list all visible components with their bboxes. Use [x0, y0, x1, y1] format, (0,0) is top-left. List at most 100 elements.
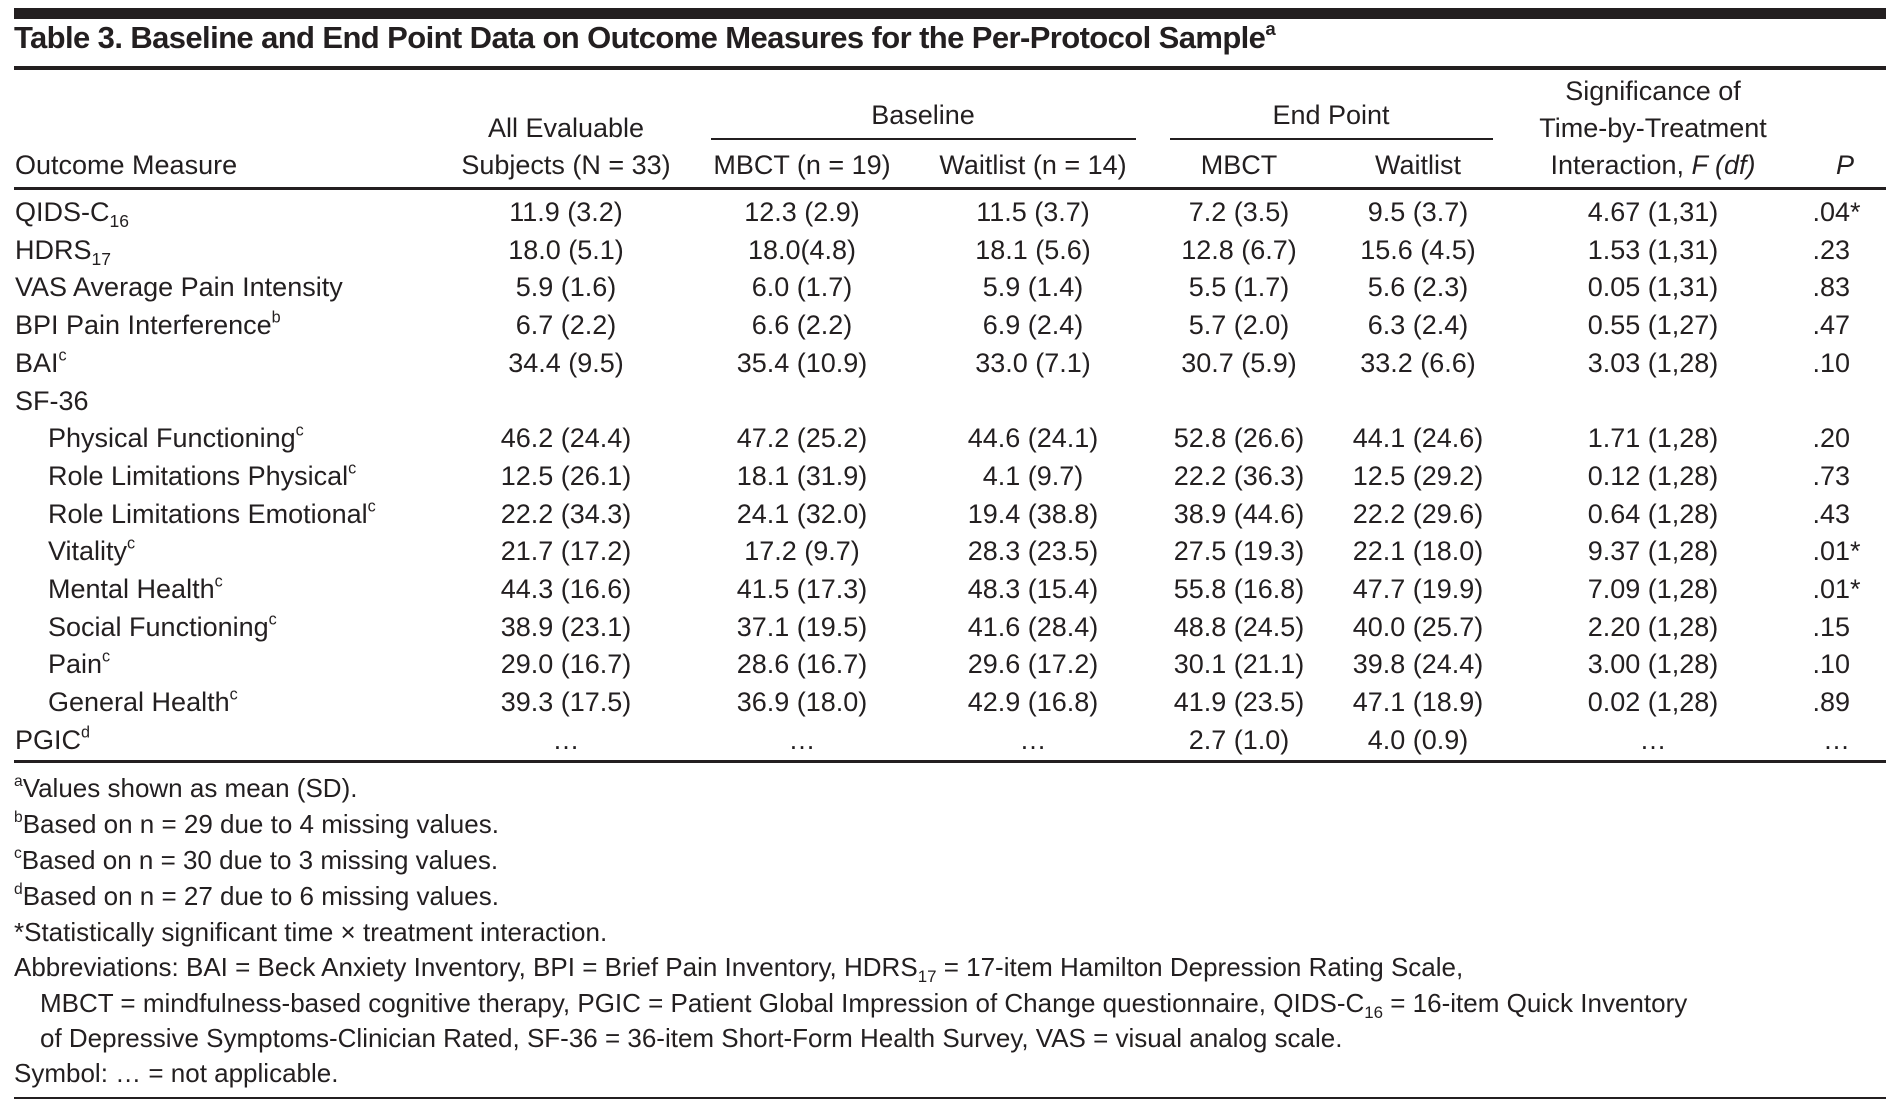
- row-label-text: Role Limitations Emotional: [48, 498, 368, 529]
- cell-interaction-f: 1.71 (1,28): [1587, 423, 1719, 454]
- p-value-text: …: [1823, 724, 1850, 755]
- cell-p-value: .04 *: [1812, 194, 1860, 231]
- cell-endpoint-waitlist: 33.2 (6.6): [1360, 347, 1476, 378]
- footnote-marker: d: [81, 723, 91, 742]
- cell-p-value: .89: [1812, 684, 1850, 721]
- footnote-a: aValues shown as mean (SD).: [14, 773, 358, 803]
- row-label: VAS Average Pain Intensity: [15, 269, 343, 306]
- p-value-text: .20: [1812, 423, 1850, 454]
- cell-endpoint-mbct: 12.8 (6.7): [1181, 234, 1297, 265]
- cell-all-subjects: 22.2 (34.3): [500, 498, 632, 529]
- cell-baseline-waitlist: 18.1 (5.6): [975, 234, 1091, 265]
- footnote-marker: c: [127, 534, 136, 553]
- cell-interaction-f: 3.03 (1,28): [1587, 347, 1719, 378]
- cell-baseline-waitlist: …: [1019, 724, 1047, 755]
- cell-interaction-f: 0.05 (1,31): [1587, 272, 1719, 303]
- row-label: Mental Healthc: [48, 571, 223, 608]
- header-endpoint-waitlist: Waitlist: [1375, 150, 1461, 180]
- cell-p-value: .10: [1812, 345, 1850, 382]
- cell-all-subjects: 29.0 (16.7): [500, 649, 632, 680]
- cell-p-value: .01 *: [1812, 533, 1860, 570]
- row-label-text: BAI: [15, 347, 59, 378]
- row-label-text: Mental Health: [48, 574, 215, 604]
- cell-interaction-f: 1.53 (1,31): [1587, 234, 1719, 265]
- bottom-rule: [14, 1097, 1886, 1099]
- cell-interaction-f: 0.64 (1,28): [1587, 498, 1719, 529]
- footnote-marker: c: [214, 572, 223, 591]
- row-label: PGICd: [15, 722, 90, 759]
- cell-p-value: .83: [1812, 269, 1850, 306]
- cell-endpoint-mbct: 41.9 (23.5): [1173, 687, 1305, 718]
- cell-p-value: .43: [1812, 496, 1850, 533]
- row-label-text: General Health: [48, 687, 230, 718]
- cell-interaction-f: 7.09 (1,28): [1587, 574, 1719, 604]
- header-baseline: Baseline: [871, 100, 975, 130]
- header-rule: [14, 187, 1886, 190]
- cell-interaction-f: 0.12 (1,28): [1587, 460, 1719, 491]
- row-label: QIDS-C16: [15, 194, 129, 231]
- cell-endpoint-mbct: 5.7 (2.0): [1188, 310, 1290, 341]
- row-label-text: VAS Average Pain Intensity: [15, 272, 343, 303]
- cell-all-subjects: 34.4 (9.5): [508, 347, 624, 378]
- row-label-text: Social Functioning: [48, 611, 269, 642]
- cell-all-subjects: …: [552, 724, 580, 755]
- abbreviations-line-1: Abbreviations: BAI = Beck Anxiety Invent…: [14, 952, 1464, 986]
- row-label: BPI Pain Interferenceb: [15, 307, 281, 344]
- p-value-text: .83: [1812, 272, 1850, 303]
- cell-baseline-waitlist: 29.6 (17.2): [967, 649, 1099, 680]
- cell-baseline-mbct: 28.6 (16.7): [736, 649, 868, 680]
- cell-baseline-waitlist: 33.0 (7.1): [975, 347, 1091, 378]
- cell-endpoint-mbct: 30.7 (5.9): [1181, 347, 1297, 378]
- header-baseline-waitlist: Waitlist (n = 14): [939, 150, 1127, 180]
- header-endpoint: End Point: [1272, 100, 1390, 130]
- p-value-text: .89: [1812, 687, 1850, 718]
- cell-baseline-waitlist: 5.9 (1.4): [982, 272, 1084, 303]
- label-subscript: 17: [91, 248, 112, 269]
- cell-all-subjects: 5.9 (1.6): [515, 272, 617, 303]
- cell-p-value: .23: [1812, 232, 1850, 269]
- row-label-text: Role Limitations Physical: [48, 460, 349, 491]
- cell-endpoint-mbct: 2.7 (1.0): [1188, 724, 1290, 755]
- cell-all-subjects: 11.9 (3.2): [509, 197, 623, 227]
- footnote-marker: c: [348, 459, 357, 478]
- cell-endpoint-waitlist: 15.6 (4.5): [1360, 234, 1476, 265]
- cell-p-value: .15: [1812, 609, 1850, 646]
- cell-all-subjects: 12.5 (26.1): [500, 460, 632, 491]
- cell-endpoint-mbct: 30.1 (21.1): [1173, 649, 1305, 680]
- cell-p-value: .73: [1812, 458, 1850, 495]
- cell-endpoint-waitlist: 39.8 (24.4): [1352, 649, 1484, 680]
- cell-endpoint-waitlist: 5.6 (2.3): [1367, 272, 1469, 303]
- cell-baseline-waitlist: 11.5 (3.7): [976, 197, 1090, 227]
- label-subscript: 16: [109, 211, 130, 232]
- footnote-marker: c: [58, 346, 67, 365]
- row-label-text: Physical Functioning: [48, 423, 296, 454]
- cell-baseline-mbct: 35.4 (10.9): [736, 347, 868, 378]
- cell-baseline-waitlist: 48.3 (15.4): [967, 574, 1099, 604]
- cell-baseline-mbct: 18.1 (31.9): [736, 460, 868, 491]
- p-value-text: .01: [1812, 536, 1850, 567]
- cell-endpoint-waitlist: 4.0 (0.9): [1367, 724, 1469, 755]
- row-label: Physical Functioningc: [48, 420, 304, 457]
- p-value-text: .10: [1812, 649, 1850, 680]
- cell-baseline-waitlist: 6.9 (2.4): [982, 310, 1084, 341]
- row-label: HDRS17: [15, 232, 111, 269]
- p-value-text: .43: [1812, 498, 1850, 529]
- cell-baseline-waitlist: 4.1 (9.7): [982, 460, 1084, 491]
- bottom-table-rule: [14, 760, 1886, 763]
- top-rule: [14, 8, 1886, 19]
- row-label-text: BPI Pain Interference: [15, 310, 272, 341]
- cell-all-subjects: 44.3 (16.6): [500, 574, 632, 604]
- cell-baseline-mbct: …: [788, 724, 816, 755]
- cell-endpoint-waitlist: 47.1 (18.9): [1352, 687, 1484, 718]
- cell-endpoint-waitlist: 12.5 (29.2): [1352, 460, 1484, 491]
- header-all-2: Subjects (N = 33): [461, 150, 671, 180]
- header-sig-2: Time-by-Treatment: [1539, 113, 1767, 143]
- cell-baseline-waitlist: 44.6 (24.1): [967, 423, 1099, 454]
- cell-endpoint-mbct: 38.9 (44.6): [1173, 498, 1305, 529]
- cell-baseline-mbct: 12.3 (2.9): [744, 197, 860, 227]
- p-value-text: .73: [1812, 460, 1850, 491]
- row-label: SF-36: [15, 383, 89, 420]
- header-outcome: Outcome Measure: [15, 150, 238, 180]
- cell-all-subjects: 21.7 (17.2): [500, 536, 632, 567]
- cell-endpoint-mbct: 52.8 (26.6): [1173, 423, 1305, 454]
